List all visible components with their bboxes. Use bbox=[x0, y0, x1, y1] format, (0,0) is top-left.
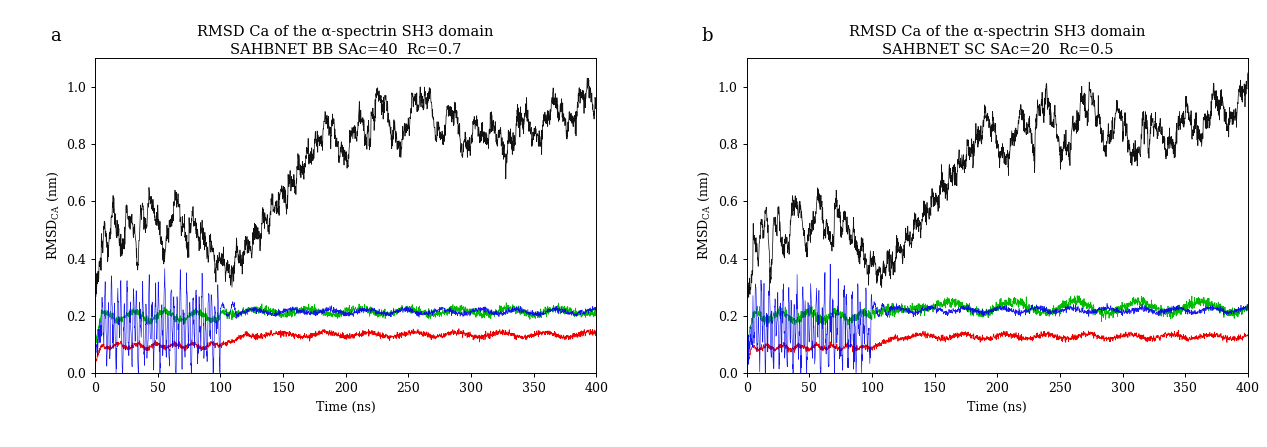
X-axis label: Time (ns): Time (ns) bbox=[968, 401, 1028, 414]
Text: b: b bbox=[702, 27, 713, 45]
X-axis label: Time (ns): Time (ns) bbox=[315, 401, 375, 414]
Title: RMSD Ca of the α-spectrin SH3 domain
SAHBNET SC SAc=20  Rc=0.5: RMSD Ca of the α-spectrin SH3 domain SAH… bbox=[849, 25, 1145, 57]
Text: a: a bbox=[49, 27, 61, 45]
Title: RMSD Ca of the α-spectrin SH3 domain
SAHBNET BB SAc=40  Rc=0.7: RMSD Ca of the α-spectrin SH3 domain SAH… bbox=[198, 25, 494, 57]
Y-axis label: RMSD$_{\mathregular{CA}}$ (nm): RMSD$_{\mathregular{CA}}$ (nm) bbox=[697, 171, 712, 260]
Y-axis label: RMSD$_{\mathregular{CA}}$ (nm): RMSD$_{\mathregular{CA}}$ (nm) bbox=[46, 171, 61, 260]
